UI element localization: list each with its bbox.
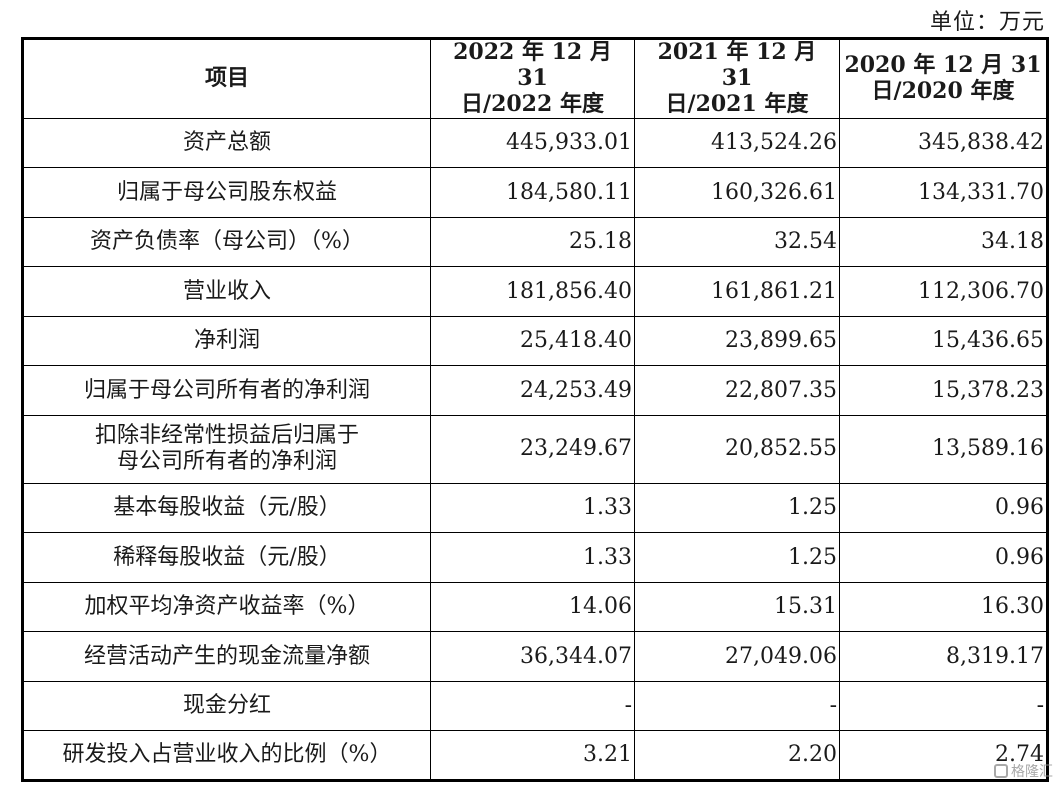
- value-cell-2022: 24,253.49: [430, 365, 635, 416]
- watermark-text: 格隆汇: [1011, 764, 1053, 780]
- header-text-line: 项目: [204, 64, 249, 91]
- unit-label: 单位：万元: [929, 10, 1045, 35]
- row-label-line: 资产总额: [182, 130, 271, 156]
- value-cell-2021: 20,852.55: [634, 414, 840, 484]
- value-cell-2021: 27,049.06: [634, 631, 840, 682]
- table-row: 经营活动产生的现金流量净额 36,344.07 27,049.06 8,319.17: [22, 631, 1048, 682]
- value-cell-2022: 36,344.07: [430, 631, 635, 682]
- row-label: 基本每股收益（元/股）: [22, 482, 431, 534]
- table-row: 加权平均净资产收益率（%） 14.06 15.31 16.30: [22, 581, 1048, 633]
- table-row: 基本每股收益（元/股） 1.33 1.25 0.96: [22, 482, 1048, 534]
- row-label-line: 归属于母公司所有者的净利润: [83, 377, 370, 403]
- header-text-line: 日/2021 年度: [665, 90, 809, 117]
- row-label: 资产总额: [22, 117, 431, 169]
- table-row: 资产总额 445,933.01 413,524.26 345,838.42: [22, 117, 1048, 169]
- row-label-line: 母公司所有者的净利润: [116, 449, 337, 475]
- value-cell-2022: 1.33: [430, 532, 635, 583]
- row-label-line: 资产负债率（母公司）（%）: [90, 229, 364, 255]
- row-label-line: 经营活动产生的现金流量净额: [83, 643, 370, 669]
- value-cell-2020: 0.96: [839, 532, 1048, 583]
- header-period-2: 2021 年 12 月 31 日/2021 年度: [634, 38, 840, 119]
- value-cell-2021: 161,861.21: [634, 266, 840, 317]
- value-cell-2020: 13,589.16: [839, 414, 1048, 484]
- header-text-line: 2021 年 12 月 31: [657, 39, 817, 91]
- row-label: 资产负债率（母公司）（%）: [22, 216, 431, 268]
- value-cell-2022: 3.21: [430, 730, 635, 781]
- value-cell-2020: 2.74: [839, 730, 1048, 781]
- value-cell-2021: 1.25: [634, 532, 840, 583]
- row-label: 经营活动产生的现金流量净额: [22, 631, 431, 682]
- value-cell-2022: 23,249.67: [430, 414, 635, 484]
- value-cell-2021: 1.25: [634, 482, 840, 534]
- value-cell-2022: 184,580.11: [430, 167, 635, 218]
- row-label: 加权平均净资产收益率（%）: [22, 581, 431, 633]
- value-cell-2022: 1.33: [430, 482, 635, 534]
- financial-table: 项目 2022 年 12 月 31 日/2022 年度 2021 年 12 月 31 日…: [21, 37, 1049, 782]
- value-cell-2021: 32.54: [634, 216, 840, 268]
- table-row: 资产负债率（母公司）（%） 25.18 32.54 34.18: [22, 216, 1048, 268]
- table-row: 归属于母公司股东权益 184,580.11 160,326.61 134,331.70: [22, 167, 1048, 218]
- value-cell-2022: -: [430, 680, 635, 732]
- value-cell-2020: 15,378.23: [839, 365, 1048, 416]
- value-cell-2022: 445,933.01: [430, 117, 635, 169]
- header-period-3: 2020 年 12 月 31 日/2020 年度: [839, 38, 1048, 119]
- value-cell-2021: 160,326.61: [634, 167, 840, 218]
- row-label: 营业收入: [22, 266, 431, 317]
- row-label-line: 研发投入占营业收入的比例（%）: [62, 742, 392, 768]
- value-cell-2020: 34.18: [839, 216, 1048, 268]
- value-cell-2021: 22,807.35: [634, 365, 840, 416]
- value-cell-2020: 112,306.70: [839, 266, 1048, 317]
- value-cell-2020: 134,331.70: [839, 167, 1048, 218]
- table-row: 稀释每股收益（元/股） 1.33 1.25 0.96: [22, 532, 1048, 583]
- table-row: 营业收入 181,856.40 161,861.21 112,306.70: [22, 266, 1048, 317]
- header-text-line: 2020 年 12 月 31: [844, 51, 1042, 78]
- header-text-line: 日/2020 年度: [871, 77, 1015, 104]
- row-label: 扣除非经常性损益后归属于 母公司所有者的净利润: [22, 414, 431, 484]
- table-row: 净利润 25,418.40 23,899.65 15,436.65: [22, 315, 1048, 367]
- watermark: 格隆汇: [994, 761, 1053, 781]
- table-row: 扣除非经常性损益后归属于 母公司所有者的净利润 23,249.67 20,852.55…: [22, 414, 1048, 484]
- value-cell-2021: 2.20: [634, 730, 840, 781]
- value-cell-2021: 15.31: [634, 581, 840, 633]
- row-label: 归属于母公司所有者的净利润: [22, 365, 431, 416]
- value-cell-2022: 14.06: [430, 581, 635, 633]
- value-cell-2020: 345,838.42: [839, 117, 1048, 169]
- row-label-line: 基本每股收益（元/股）: [113, 495, 341, 521]
- value-cell-2020: 0.96: [839, 482, 1048, 534]
- row-label-line: 稀释每股收益（元/股）: [113, 544, 341, 570]
- watermark-logo-icon: [994, 764, 1008, 778]
- table-row: 现金分红 - - -: [22, 680, 1048, 732]
- row-label: 研发投入占营业收入的比例（%）: [22, 730, 431, 781]
- row-label: 现金分红: [22, 680, 431, 732]
- row-label-line: 营业收入: [182, 278, 271, 304]
- value-cell-2021: 413,524.26: [634, 117, 840, 169]
- header-item: 项目: [22, 38, 431, 119]
- value-cell-2021: -: [634, 680, 840, 732]
- row-label: 归属于母公司股东权益: [22, 167, 431, 218]
- table-row: 研发投入占营业收入的比例（%） 3.21 2.20 2.74: [22, 730, 1048, 781]
- row-label-line: 加权平均净资产收益率（%）: [84, 594, 370, 620]
- value-cell-2022: 25.18: [430, 216, 635, 268]
- header-text-line: 2022 年 12 月 31: [453, 39, 612, 91]
- value-cell-2020: 8,319.17: [839, 631, 1048, 682]
- value-cell-2022: 25,418.40: [430, 315, 635, 367]
- row-label: 稀释每股收益（元/股）: [22, 532, 431, 583]
- value-cell-2020: 15,436.65: [839, 315, 1048, 367]
- table-row: 归属于母公司所有者的净利润 24,253.49 22,807.35 15,378.23: [22, 365, 1048, 416]
- header-period-1: 2022 年 12 月 31 日/2022 年度: [430, 38, 635, 119]
- row-label-line: 净利润: [193, 328, 260, 354]
- row-label: 净利润: [22, 315, 431, 367]
- value-cell-2020: -: [839, 680, 1048, 732]
- value-cell-2021: 23,899.65: [634, 315, 840, 367]
- table-header-row: 项目 2022 年 12 月 31 日/2022 年度 2021 年 12 月 31 日…: [22, 38, 1048, 119]
- value-cell-2020: 16.30: [839, 581, 1048, 633]
- row-label-line: 现金分红: [182, 693, 271, 719]
- row-label-line: 归属于母公司股东权益: [116, 179, 337, 205]
- value-cell-2022: 181,856.40: [430, 266, 635, 317]
- row-label-line: 扣除非经常性损益后归属于: [94, 423, 359, 449]
- header-text-line: 日/2022 年度: [461, 90, 604, 117]
